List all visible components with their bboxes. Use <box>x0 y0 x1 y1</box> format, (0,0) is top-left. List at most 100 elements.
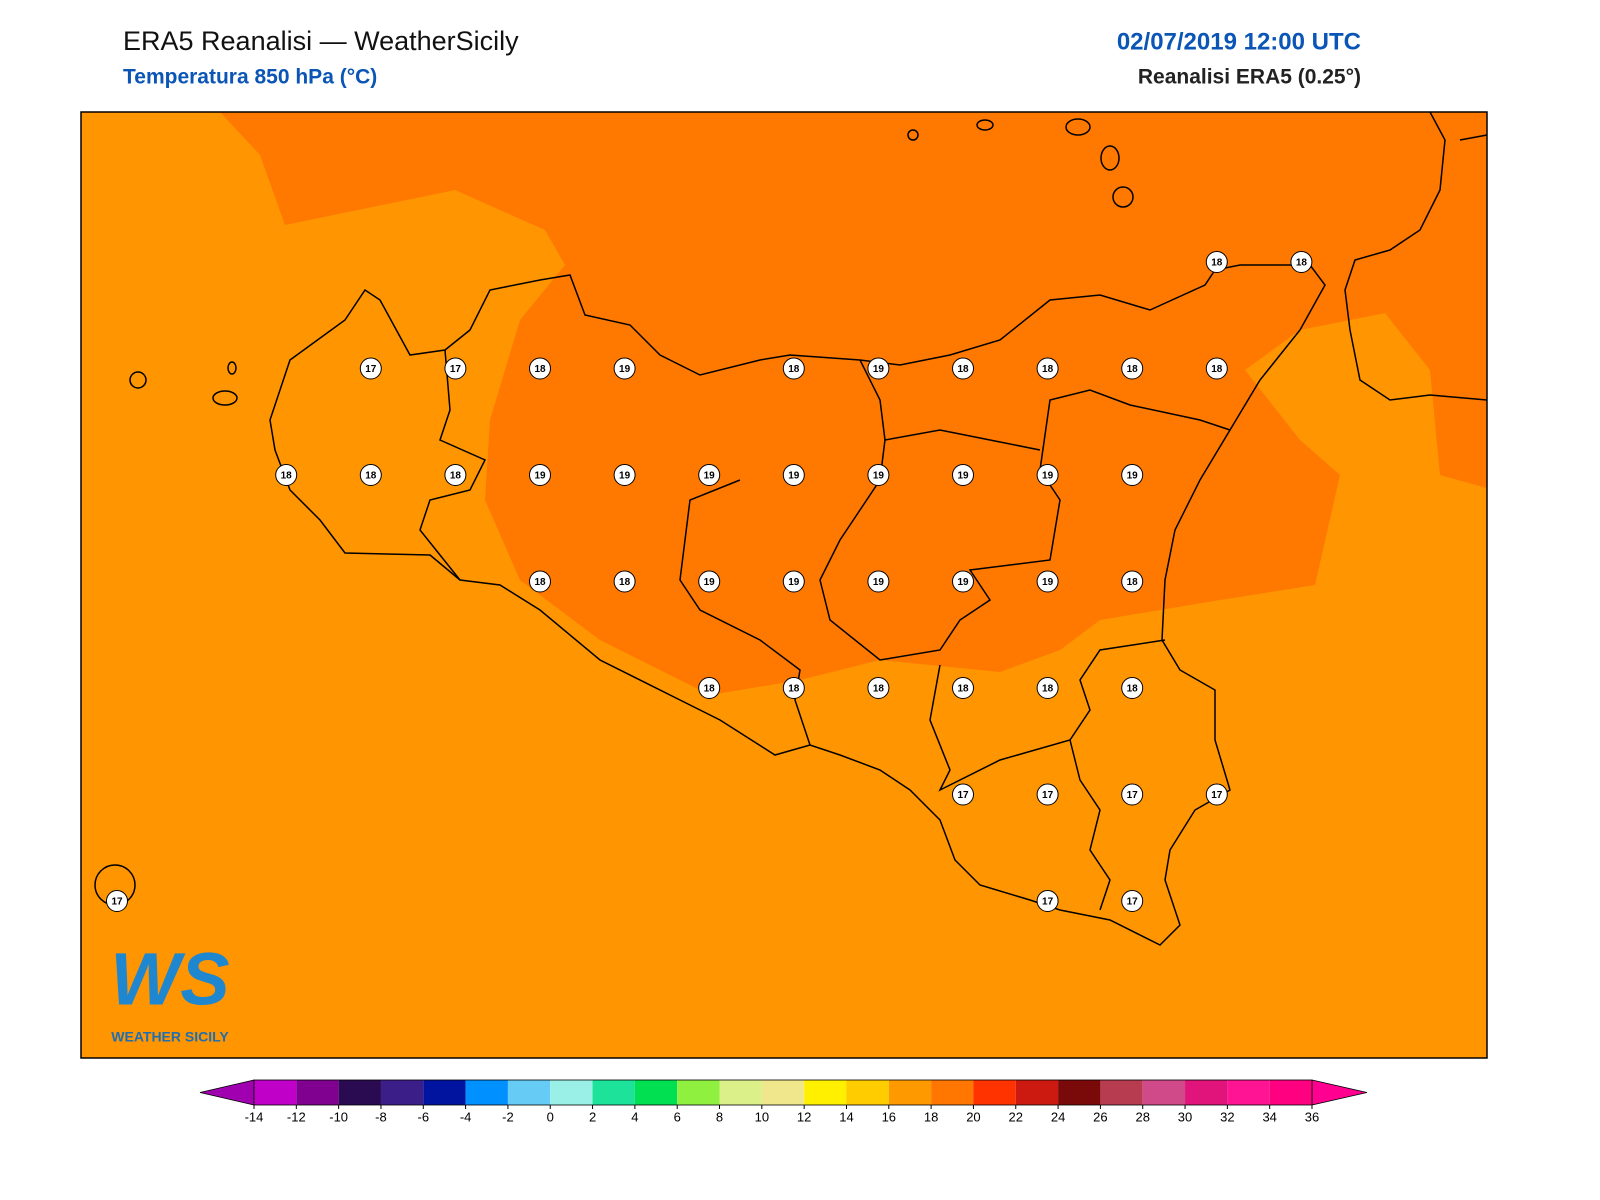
map-frame <box>80 111 1488 1059</box>
colorbar-tick-label: 36 <box>1305 1109 1319 1124</box>
value-label: 19 <box>782 570 805 593</box>
colorbar-tick-label: -2 <box>502 1109 514 1124</box>
colorbar-tick-label: -12 <box>287 1109 306 1124</box>
colorbar-tick-label: 14 <box>839 1109 853 1124</box>
label-text: 19 <box>1042 577 1054 588</box>
value-label: 18 <box>1205 251 1228 273</box>
map: 18 18 17 17 18 19 18 19 18 18 18 18 18 18 18 19 19 19 19 19… <box>80 111 1488 1059</box>
label-text: 19 <box>1042 471 1054 482</box>
contour-18-20 <box>220 112 1487 695</box>
value-label: 17 <box>106 890 128 912</box>
colorbar-segment <box>719 1080 762 1105</box>
value-label: 18 <box>444 464 467 486</box>
label-text: 18 <box>281 471 293 482</box>
label-circle <box>529 570 551 593</box>
value-label: 17 <box>1121 783 1144 806</box>
value-label: 19 <box>952 464 974 486</box>
label-circle <box>1036 464 1059 486</box>
label-circle <box>1036 677 1059 699</box>
label-text: 18 <box>534 577 546 588</box>
colorbar-tick-label: 20 <box>966 1109 980 1124</box>
calabria-coast <box>1459 134 1488 141</box>
colorbar-segment <box>888 1080 932 1105</box>
source: Reanalisi ERA5 (0.25°) <box>1138 66 1361 89</box>
island <box>1065 118 1091 136</box>
province-border <box>884 429 1041 451</box>
island <box>212 390 238 406</box>
value-label: 19 <box>698 464 721 486</box>
colorbar-segment <box>1227 1080 1270 1105</box>
value-label: 19 <box>867 570 890 593</box>
label-circle <box>952 464 974 486</box>
label-circle <box>275 464 298 486</box>
label-text: 19 <box>619 364 631 375</box>
label-circle <box>952 570 974 593</box>
label-circle <box>359 357 382 380</box>
label-text: 17 <box>450 364 462 375</box>
label-text: 18 <box>1211 364 1223 375</box>
label-text: 18 <box>957 364 969 375</box>
colorbar-segment <box>1269 1080 1312 1105</box>
province-border <box>1069 739 1111 911</box>
colorbar-segment <box>550 1080 593 1105</box>
colorbar-segment <box>677 1080 720 1105</box>
value-label: 18 <box>867 677 890 699</box>
colorbar-segment <box>338 1080 381 1105</box>
label-circle <box>1036 357 1059 380</box>
colorbar-segment <box>973 1080 1016 1105</box>
label-text: 19 <box>619 471 631 482</box>
island <box>227 361 237 375</box>
label-circle <box>613 464 636 486</box>
label-circle <box>613 357 636 380</box>
value-label: 17 <box>1205 783 1228 806</box>
label-circle <box>1036 783 1059 806</box>
value-label: 19 <box>952 570 974 593</box>
value-label: 18 <box>359 464 382 486</box>
label-circle <box>952 357 974 380</box>
label-circle <box>867 677 890 699</box>
value-label: 19 <box>529 464 551 486</box>
colorbar-segment <box>507 1080 551 1105</box>
colorbar-frame <box>253 1079 1313 1106</box>
province-border <box>819 359 1231 661</box>
value-label: 17 <box>952 783 974 806</box>
label-text: 18 <box>788 364 800 375</box>
label-circle <box>529 464 551 486</box>
label-circle <box>698 464 721 486</box>
label-text: 17 <box>1127 897 1139 908</box>
label-circle <box>698 677 721 699</box>
label-circle <box>867 464 890 486</box>
label-text: 18 <box>1211 258 1223 269</box>
label-circle <box>444 464 467 486</box>
logo-mark: WS <box>110 938 229 1021</box>
label-text: 19 <box>1127 471 1139 482</box>
calabria-coast <box>1344 111 1488 401</box>
colorbar-segment <box>423 1080 466 1105</box>
label-circle <box>1290 251 1313 273</box>
label-text: 19 <box>957 471 969 482</box>
colorbar-segment <box>592 1080 635 1105</box>
label-text: 19 <box>704 577 716 588</box>
colorbar-tick-label: 28 <box>1135 1109 1149 1124</box>
label-circle <box>952 677 974 699</box>
value-label: 18 <box>782 357 805 380</box>
label-text: 18 <box>1296 258 1308 269</box>
value-label: 18 <box>952 677 974 699</box>
colorbar-segment <box>1142 1080 1186 1105</box>
colorbar-segment <box>846 1080 889 1105</box>
colorbar-tick-label: 4 <box>631 1109 638 1124</box>
colorbar-over <box>1311 1079 1368 1106</box>
logo-name: WEATHER SICILY <box>111 1029 229 1045</box>
label-text: 17 <box>1211 790 1223 801</box>
label-circle <box>106 890 128 912</box>
label-text: 18 <box>873 684 885 695</box>
value-label: 18 <box>1121 677 1144 699</box>
sicily-coast <box>269 264 1326 946</box>
label-text: 19 <box>873 577 885 588</box>
colorbar-tick-label: -4 <box>460 1109 472 1124</box>
value-label: 18 <box>613 570 636 593</box>
subtitle: Temperatura 850 hPa (°C) <box>123 66 377 89</box>
value-label: 19 <box>613 357 636 380</box>
value-label: 17 <box>1121 890 1144 912</box>
label-text: 19 <box>788 471 800 482</box>
